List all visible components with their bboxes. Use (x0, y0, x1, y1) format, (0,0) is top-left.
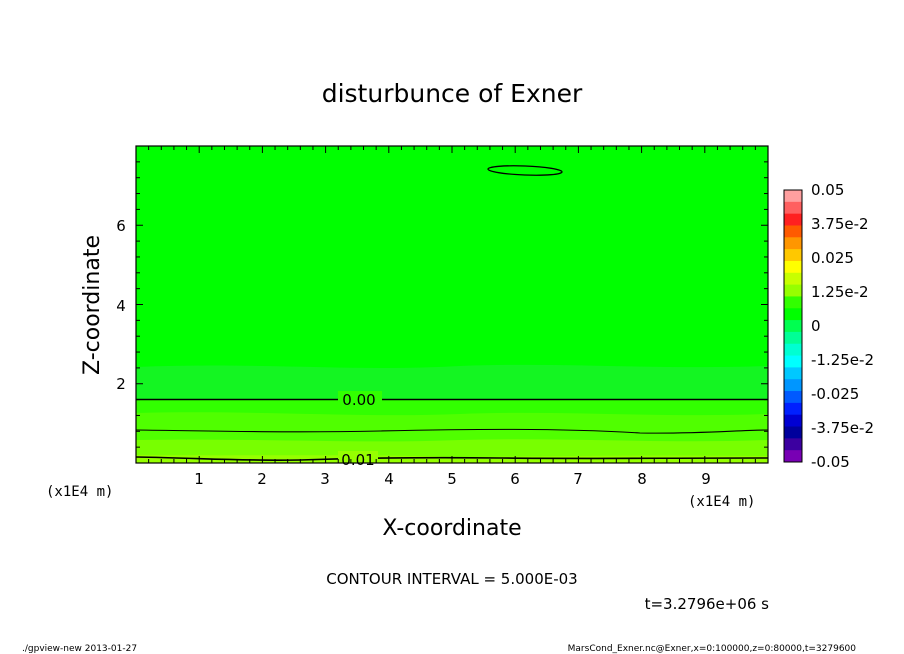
chart-title: disturbunce of Exner (322, 79, 583, 108)
colorbar-swatch (784, 367, 802, 380)
y-tick-label: 6 (116, 217, 126, 235)
colorbar (783, 189, 803, 463)
colorbar-swatch (784, 308, 802, 321)
colorbar-swatch (784, 426, 802, 439)
colorbar-swatch (784, 201, 802, 215)
y-unit-label: (x1E4 m) (46, 484, 113, 500)
contour-line-mid (135, 428, 769, 434)
colorbar-swatch (784, 213, 802, 226)
contour-label-zero-bg (338, 391, 382, 408)
colorbar-swatch (784, 450, 802, 463)
colorbar-labels: 0.05 3.75e-2 0.025 1.25e-2 0 -1.25e-2 -0… (811, 181, 874, 471)
colorbar-frame (783, 189, 803, 463)
colorbar-swatch (784, 225, 802, 238)
colorbar-swatch (784, 249, 802, 262)
x-axis-label: X-coordinate (382, 516, 521, 541)
colorbar-swatch (784, 190, 802, 203)
x-tick-label: 1 (194, 470, 204, 488)
colorbar-swatch (784, 391, 802, 404)
x-tick-label: 6 (510, 470, 520, 488)
colorbar-swatch (784, 402, 802, 416)
colorbar-label: 1.25e-2 (811, 283, 869, 301)
footer-left: ./gpview-new 2013-01-27 (22, 644, 137, 654)
colorbar-label: -0.025 (811, 385, 859, 403)
colorbar-swatch (784, 320, 802, 333)
colorbar-swatch (784, 438, 802, 451)
colorbar-label: -3.75e-2 (811, 419, 874, 437)
contour-line-lower (135, 456, 769, 461)
colorbar-label: -0.05 (811, 453, 850, 471)
colorbar-swatch (784, 237, 802, 250)
colorbar-swatch (784, 284, 802, 297)
contour-label-low: 0.01 (341, 451, 374, 469)
colorbar-label: 0 (811, 317, 821, 335)
contour-interval-text: CONTOUR INTERVAL = 5.000E-03 (326, 570, 577, 588)
colorbar-swatch (784, 355, 802, 368)
x-tick-label: 7 (573, 470, 583, 488)
x-tick-label: 9 (701, 470, 711, 488)
x-tick-label: 4 (384, 470, 394, 488)
contour-label-low-bg (338, 451, 378, 463)
axis-ticks (136, 146, 768, 463)
colorbar-swatch (784, 272, 802, 286)
colorbar-swatch (784, 414, 802, 428)
y-tick-label: 2 (116, 375, 126, 393)
x-tick-label: 3 (320, 470, 330, 488)
colorbar-label: -1.25e-2 (811, 351, 874, 369)
contour-ellipse-top (487, 165, 563, 176)
colorbar-label: 0.05 (811, 181, 844, 199)
x-tick-label: 5 (447, 470, 457, 488)
y-tick-label: 4 (116, 297, 126, 315)
y-tick-labels: 2 4 6 (116, 217, 126, 393)
colorbar-label: 3.75e-2 (811, 215, 869, 233)
x-tick-label: 2 (257, 470, 267, 488)
colorbar-swatch (784, 296, 802, 309)
footer-right: MarsCond_Exner.nc@Exner,x=0:100000,z=0:8… (568, 644, 857, 654)
colorbar-swatch (784, 343, 802, 357)
contour-label-zero: 0.00 (342, 391, 375, 409)
plot-area: 0.00 0.01 (135, 145, 769, 469)
colorbar-label: 0.025 (811, 249, 854, 267)
x-tick-labels: 1 2 3 4 5 6 7 8 9 (194, 470, 711, 488)
colorbar-swatch (784, 379, 802, 392)
y-axis-label: Z-coordinate (80, 235, 105, 375)
time-text: t=3.2796e+06 s (645, 595, 770, 613)
colorbar-swatch (784, 331, 802, 345)
x-unit-label: (x1E4 m) (688, 494, 755, 510)
colorbar-swatch (784, 260, 802, 274)
x-tick-label: 8 (637, 470, 647, 488)
